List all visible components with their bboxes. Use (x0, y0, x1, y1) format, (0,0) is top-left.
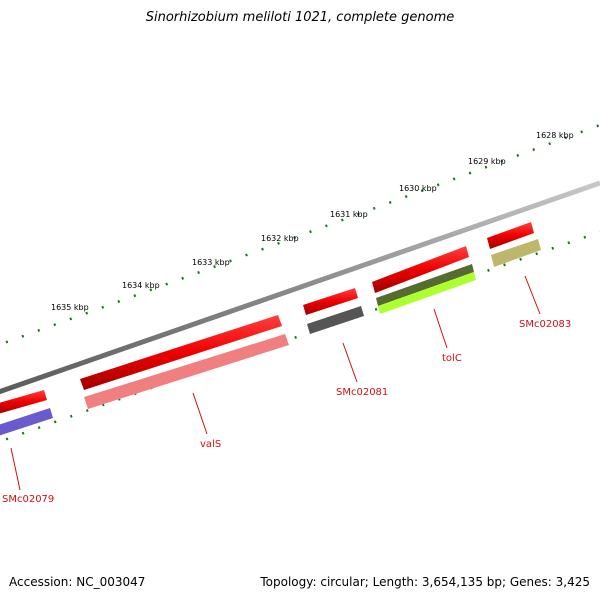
tick-label-1630: 1630 kbp (399, 184, 437, 193)
gene-vals-marker (80, 315, 282, 390)
tick-label-1633: 1633 kbp (192, 258, 230, 267)
gene-smc02081-marker (303, 288, 358, 315)
genome-title: Sinorhizobium meliloti 1021, complete ge… (145, 10, 455, 25)
accession-info: Accession: NC_003047 (9, 575, 146, 589)
gene-tolc-marker (372, 246, 469, 293)
gene-smc02083[interactable]: SMc02083 (487, 222, 571, 330)
gene-tolc-cds-dark (376, 264, 474, 306)
gene-smc02081-cds (307, 306, 364, 334)
tick-label-1628: 1628 kbp (536, 131, 574, 140)
gene-vals-leader (192, 392, 208, 435)
tick-label-1632: 1632 kbp (261, 234, 299, 243)
gene-smc02079-label: SMc02079 (2, 494, 54, 505)
topology-info: Topology: circular; Length: 3,654,135 bp… (260, 575, 590, 589)
gene-smc02083-marker (487, 222, 534, 249)
gene-smc02079[interactable]: SMc02079 (0, 390, 54, 505)
gene-tolc-leader (433, 308, 448, 349)
genome-backbone (0, 180, 600, 395)
gene-smc02083-cds (491, 239, 541, 267)
gene-tolc[interactable]: tolC (372, 246, 476, 364)
gene-smc02079-marker (0, 390, 47, 414)
gene-vals-cds (84, 334, 289, 409)
gene-tolc-cds-light (378, 272, 476, 314)
tick-label-1629: 1629 kbp (468, 157, 506, 166)
tick-label-1634: 1634 kbp (122, 281, 160, 290)
gene-smc02079-cds (0, 408, 53, 436)
tick-label-1635: 1635 kbp (51, 303, 89, 312)
gene-smc02081[interactable]: SMc02081 (303, 288, 388, 398)
tick-label-1631: 1631 kbp (330, 210, 368, 219)
inner-ruler-track (0, 230, 600, 443)
gene-smc02081-label: SMc02081 (336, 387, 388, 398)
gene-smc02081-leader (342, 342, 358, 383)
gene-smc02083-label: SMc02083 (519, 319, 571, 330)
gene-smc02079-leader (10, 447, 21, 491)
gene-vals-label: valS (200, 439, 221, 450)
gene-smc02083-leader (524, 275, 541, 315)
gene-tolc-label: tolC (442, 353, 462, 364)
gene-vals[interactable]: valS (80, 315, 289, 450)
